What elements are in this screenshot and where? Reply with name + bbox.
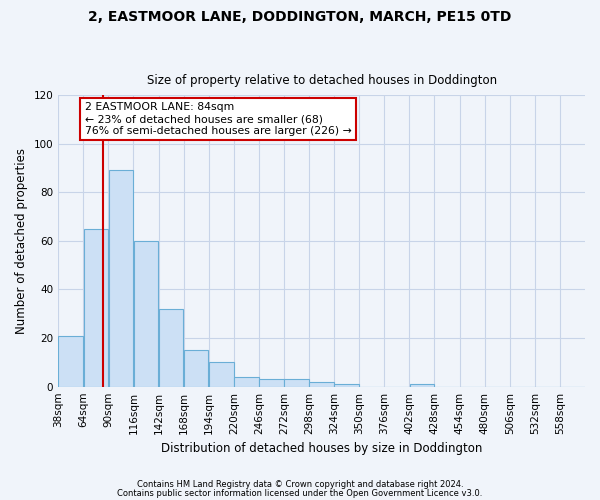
- Bar: [184, 350, 208, 387]
- Bar: [134, 241, 158, 386]
- Bar: [83, 228, 108, 386]
- Text: 2 EASTMOOR LANE: 84sqm
← 23% of detached houses are smaller (68)
76% of semi-det: 2 EASTMOOR LANE: 84sqm ← 23% of detached…: [85, 102, 351, 136]
- Bar: [109, 170, 133, 386]
- Title: Size of property relative to detached houses in Doddington: Size of property relative to detached ho…: [146, 74, 497, 87]
- Bar: [159, 309, 184, 386]
- Bar: [309, 382, 334, 386]
- Text: Contains HM Land Registry data © Crown copyright and database right 2024.: Contains HM Land Registry data © Crown c…: [137, 480, 463, 489]
- Y-axis label: Number of detached properties: Number of detached properties: [15, 148, 28, 334]
- Bar: [234, 377, 259, 386]
- X-axis label: Distribution of detached houses by size in Doddington: Distribution of detached houses by size …: [161, 442, 482, 455]
- Bar: [284, 380, 309, 386]
- Bar: [58, 336, 83, 386]
- Bar: [209, 362, 233, 386]
- Bar: [259, 380, 284, 386]
- Text: Contains public sector information licensed under the Open Government Licence v3: Contains public sector information licen…: [118, 489, 482, 498]
- Bar: [334, 384, 359, 386]
- Bar: [410, 384, 434, 386]
- Text: 2, EASTMOOR LANE, DODDINGTON, MARCH, PE15 0TD: 2, EASTMOOR LANE, DODDINGTON, MARCH, PE1…: [88, 10, 512, 24]
